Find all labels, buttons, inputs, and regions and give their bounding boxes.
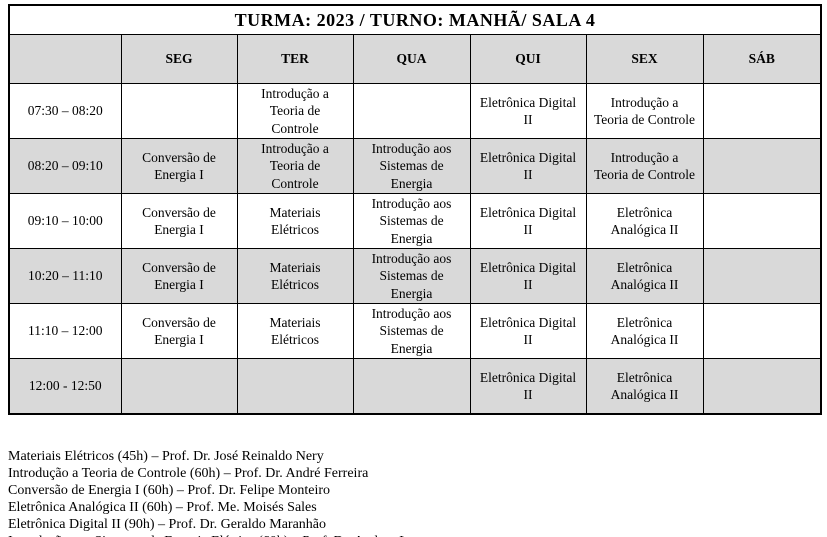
course-cell [352,83,471,139]
course-cell [702,193,822,249]
course-cell: Eletrônica Digital II [469,83,587,139]
schedule-row: 09:10 – 10:00 Conversão de Energia I Mater… [8,193,822,249]
course-cell [702,303,822,359]
day-header-ter: TER [236,34,354,84]
legend-line: Introdução a Teoria de Controle (60h) – … [8,466,369,481]
schedule-row: 10:20 – 11:10 Conversão de Energia I Mater… [8,248,822,304]
legend-line: Conversão de Energia I (60h) – Prof. Dr.… [8,483,331,498]
course-cell: Introdução aos Sistemas de Energia [352,138,471,194]
day-header-row: SEG TER QUA QUI SEX SÁB [8,34,822,84]
course-cell: Eletrônica Digital II [469,303,587,359]
legend-line: Materiais Elétricos (45h) – Prof. Dr. Jo… [8,449,324,464]
course-legend: Materiais Elétricos (45h) – Prof. Dr. Jo… [8,448,827,537]
course-cell: Eletrônica Analógica II [585,193,704,249]
course-cell: Introdução aos Sistemas de Energia [352,193,471,249]
course-cell [702,358,822,415]
course-cell: Conversão de Energia I [120,193,238,249]
course-cell: Conversão de Energia I [120,248,238,304]
schedule-row: 07:30 – 08:20 Introdução a Teoria de Cont… [8,83,822,139]
day-header-qui: QUI [469,34,587,84]
legend-line: Eletrônica Analógica II (60h) – Prof. Me… [8,500,317,515]
course-cell: Conversão de Energia I [120,138,238,194]
table-title: TURMA: 2023 / TURNO: MANHÃ/ SALA 4 [8,4,822,35]
course-cell: Eletrônica Analógica II [585,358,704,415]
legend-line: Introdução aos Sistemas de Energia Elétr… [8,533,827,537]
schedule-row: 11:10 – 12:00 Conversão de Energia I Mater… [8,303,822,359]
title-row: TURMA: 2023 / TURNO: MANHÃ/ SALA 4 [8,4,822,35]
course-cell: Eletrônica Digital II [469,193,587,249]
course-cell: Eletrônica Digital II [469,138,587,194]
course-cell [236,358,354,415]
course-cell [702,138,822,194]
course-cell [120,358,238,415]
time-cell: 11:10 – 12:00 [8,303,122,359]
schedule-table: TURMA: 2023 / TURNO: MANHÃ/ SALA 4 SEG TE… [8,4,823,415]
course-cell: Conversão de Energia I [120,303,238,359]
course-cell: Introdução aos Sistemas de Energia [352,248,471,304]
course-cell [702,83,822,139]
day-header-seg: SEG [120,34,238,84]
course-cell: Materiais Elétricos [236,193,354,249]
legend-line: Eletrônica Digital II (90h) – Prof. Dr. … [8,517,327,532]
course-cell: Introdução aos Sistemas de Energia [352,303,471,359]
time-cell: 09:10 – 10:00 [8,193,122,249]
course-cell [352,358,471,415]
time-cell: 10:20 – 11:10 [8,248,122,304]
time-cell: 08:20 – 09:10 [8,138,122,194]
course-cell: Materiais Elétricos [236,248,354,304]
course-cell: Materiais Elétricos [236,303,354,359]
course-cell: Introdução a Teoria de Controle [236,138,354,194]
course-cell [120,83,238,139]
day-header-sex: SEX [585,34,704,84]
course-cell: Eletrônica Digital II [469,358,587,415]
day-header-qua: QUA [352,34,471,84]
course-cell: Introdução a Teoria de Controle [236,83,354,139]
course-cell [702,248,822,304]
course-cell: Eletrônica Analógica II [585,303,704,359]
time-column-header [8,34,122,84]
schedule-row: 08:20 – 09:10 Conversão de Energia I Intro… [8,138,822,194]
time-cell: 12:00 - 12:50 [8,358,122,415]
course-cell: Introdução a Teoria de Controle [585,138,704,194]
day-header-sab: SÁB [702,34,822,84]
course-cell: Eletrônica Digital II [469,248,587,304]
course-cell: Eletrônica Analógica II [585,248,704,304]
course-cell: Introdução a Teoria de Controle [585,83,704,139]
schedule-row: 12:00 - 12:50 Eletrônica Digital II Eletrô… [8,358,822,415]
time-cell: 07:30 – 08:20 [8,83,122,139]
